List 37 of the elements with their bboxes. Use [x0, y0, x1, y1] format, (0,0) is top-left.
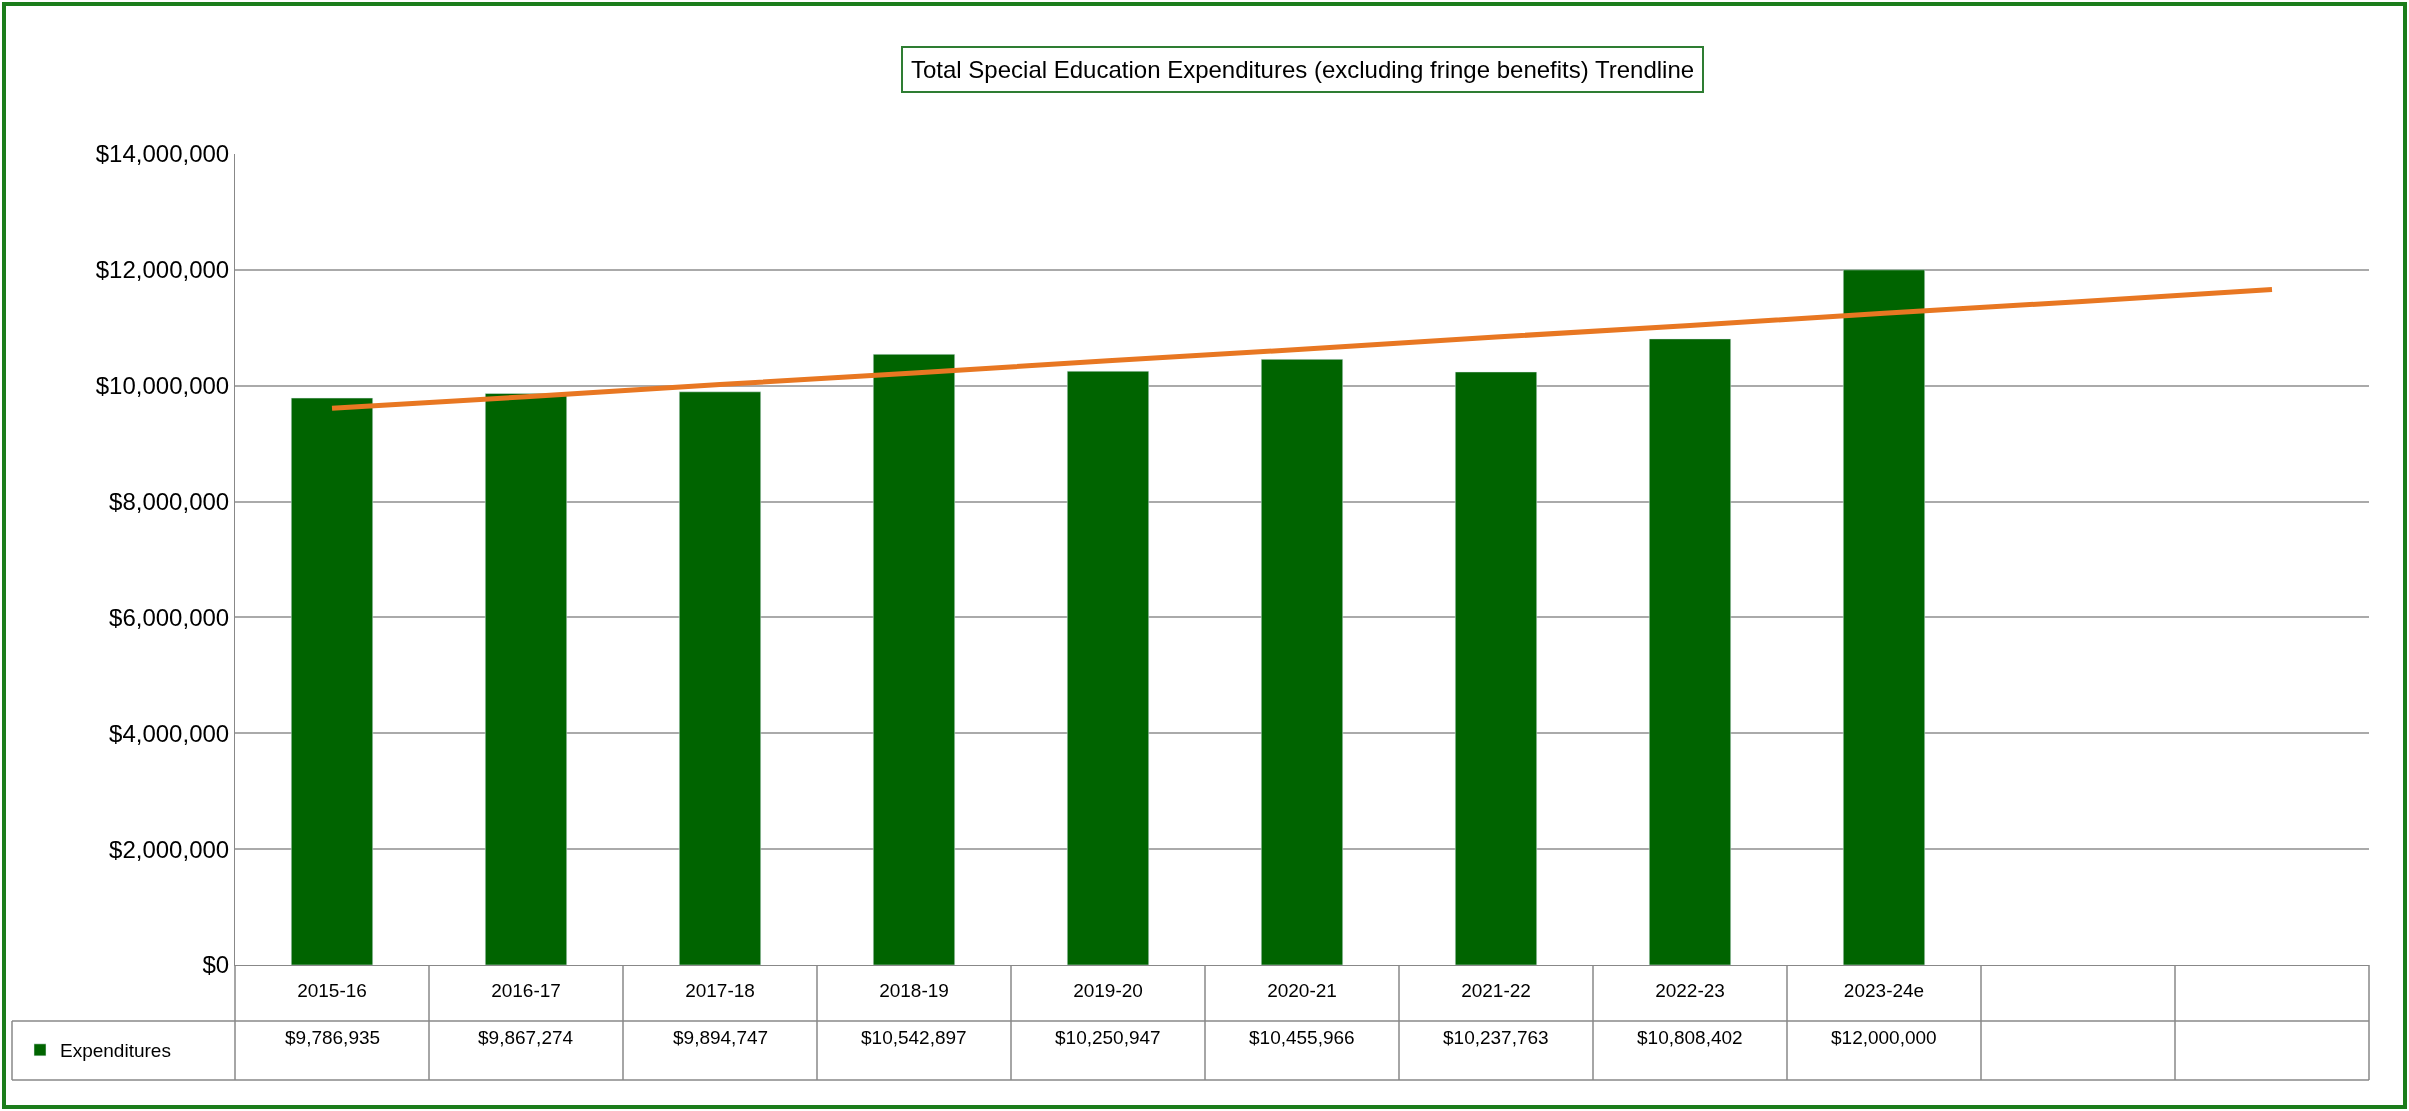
- data-label: $12,000,000: [1831, 1027, 1937, 1048]
- x-tick-label: 2020-21: [1267, 979, 1337, 1001]
- bar: [1843, 269, 1925, 965]
- data-label: $10,237,763: [1443, 1027, 1549, 1048]
- data-label: $9,786,935: [285, 1027, 381, 1048]
- bar: [1261, 359, 1343, 965]
- chart-title: Total Special Education Expenditures (excluding fringe benefits) Trendline: [911, 56, 1695, 83]
- y-tick-label: $10,000,000: [95, 372, 230, 400]
- data-label: $10,455,966: [1249, 1027, 1355, 1048]
- bar: [291, 397, 373, 965]
- x-tick-label: 2017-18: [685, 979, 755, 1001]
- x-tick-label: 2019-20: [1073, 979, 1143, 1001]
- data-label: $9,894,747: [673, 1027, 769, 1048]
- legend-label: Expenditures: [60, 1040, 171, 1062]
- y-tick-label: $8,000,000: [109, 487, 230, 515]
- y-tick-label: $2,000,000: [109, 835, 230, 863]
- x-tick-label: 2023-24e: [1843, 979, 1925, 1001]
- x-tick-label: 2015-16: [297, 979, 367, 1001]
- data-label: $10,250,947: [1055, 1027, 1161, 1048]
- data-label: $10,808,402: [1637, 1027, 1743, 1048]
- data-label: $10,542,897: [861, 1027, 967, 1048]
- y-tick-label: $4,000,000: [109, 719, 230, 747]
- bar: [873, 354, 955, 965]
- bar: [1455, 371, 1537, 965]
- y-tick-label: $0: [202, 951, 230, 979]
- data-label: $9,867,274: [478, 1027, 574, 1048]
- x-tick-label: 2022-23: [1655, 979, 1725, 1001]
- x-tick-label: 2018-19: [879, 979, 949, 1001]
- y-tick-label: $12,000,000: [95, 256, 230, 284]
- y-tick-label: $6,000,000: [109, 603, 230, 631]
- bar: [485, 393, 567, 965]
- bar: [1067, 370, 1149, 965]
- bar: [1649, 338, 1731, 965]
- x-tick-label: 2016-17: [491, 979, 561, 1001]
- y-tick-label: $14,000,000: [95, 140, 230, 168]
- x-tick-label: 2021-22: [1461, 979, 1531, 1001]
- bar: [679, 391, 761, 965]
